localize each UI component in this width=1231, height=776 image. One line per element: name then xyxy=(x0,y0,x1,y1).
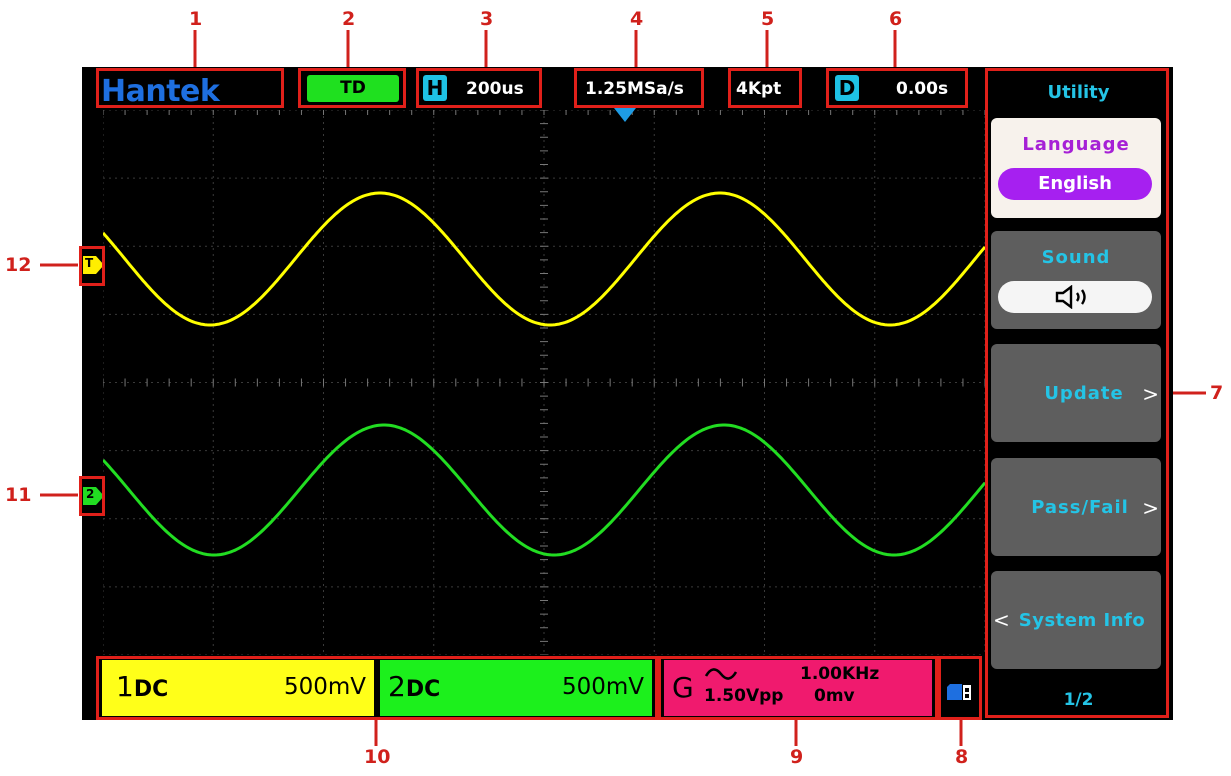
sound-label: Sound xyxy=(1041,247,1111,268)
passfail-button[interactable]: Pass/Fail > xyxy=(991,458,1161,556)
callout-1: 1 xyxy=(189,8,203,30)
timebase-h-icon: H xyxy=(423,75,447,101)
highlight-trigger xyxy=(298,68,406,108)
generator-offset: 0mv xyxy=(814,686,855,706)
generator-info[interactable]: G 1.00KHz 1.50Vpp 0mv xyxy=(664,660,932,716)
sine-wave-icon xyxy=(704,668,738,680)
callout-2: 2 xyxy=(342,8,356,30)
sound-button[interactable]: Sound xyxy=(991,231,1161,329)
ch1-info[interactable]: 1DC 500mV xyxy=(102,660,374,716)
highlight-trigger-level xyxy=(79,246,105,286)
menu-page-indicator[interactable]: 1/2 xyxy=(1063,690,1094,710)
ch1-trace xyxy=(103,191,985,327)
callout-6: 6 xyxy=(889,8,903,30)
generator-frequency: 1.00KHz xyxy=(800,664,880,684)
passfail-label: Pass/Fail xyxy=(1031,497,1129,518)
highlight-timebase xyxy=(416,68,542,108)
language-value: English xyxy=(998,168,1152,200)
generator-letter: G xyxy=(672,671,694,704)
system-info-label: System Info xyxy=(1018,610,1146,631)
callout-4: 4 xyxy=(630,8,644,30)
ch2-trace xyxy=(103,423,985,557)
grid-lines xyxy=(103,110,985,655)
ch2-level-label: 2 xyxy=(86,487,95,501)
usb-storage-icon[interactable] xyxy=(946,680,972,702)
callout-12: 12 xyxy=(5,254,32,276)
update-label: Update xyxy=(1044,383,1124,404)
callout-7: 7 xyxy=(1210,382,1224,404)
language-button[interactable]: Language English xyxy=(991,118,1161,218)
ch1-scale: 500mV xyxy=(283,674,366,700)
trigger-level-marker[interactable]: T xyxy=(83,255,105,275)
highlight-memdepth xyxy=(728,68,802,108)
update-button[interactable]: Update > xyxy=(991,344,1161,442)
highlight-delay xyxy=(826,68,968,108)
ch2-scale: 500mV xyxy=(561,674,644,700)
grid-ticks xyxy=(103,110,985,655)
highlight-storage xyxy=(938,656,982,720)
sample-rate: 1.25MSa/s xyxy=(585,79,684,99)
highlight-sidebar xyxy=(985,68,1169,718)
highlight-samplerate xyxy=(574,68,704,108)
generator-amplitude: 1.50Vpp xyxy=(704,686,784,706)
callout-3: 3 xyxy=(480,8,494,30)
ch2-info[interactable]: 2DC 500mV xyxy=(380,660,652,716)
ch2-level-marker[interactable]: 2 xyxy=(83,486,105,506)
callout-8: 8 xyxy=(955,746,969,768)
highlight-generator xyxy=(658,656,938,720)
timebase-value: 200us xyxy=(466,79,524,99)
highlight-ch2-level xyxy=(79,476,105,516)
system-info-arrow-icon: < xyxy=(993,608,1010,632)
highlight-channels xyxy=(96,656,658,720)
trigger-level-label: T xyxy=(85,256,94,270)
waveform-grid xyxy=(103,110,985,655)
delay-d-icon: D xyxy=(835,75,859,101)
trigger-position-marker[interactable] xyxy=(614,108,636,124)
sound-toggle xyxy=(998,281,1152,313)
menu-title: Utility xyxy=(1047,82,1110,103)
language-label: Language xyxy=(1022,134,1130,155)
passfail-arrow-icon: > xyxy=(1142,496,1159,520)
ch2-label: 2DC xyxy=(388,670,441,703)
hantek-logo: Hantek xyxy=(101,74,220,109)
speaker-icon xyxy=(1055,284,1086,310)
callout-9: 9 xyxy=(790,746,804,768)
memory-depth: 4Kpt xyxy=(736,79,782,99)
callout-11: 11 xyxy=(5,484,32,506)
system-info-button[interactable]: < System Info xyxy=(991,571,1161,669)
ch1-label: 1DC xyxy=(116,670,169,703)
delay-value: 0.00s xyxy=(896,79,949,99)
callout-5: 5 xyxy=(761,8,775,30)
callout-10: 10 xyxy=(364,746,391,768)
highlight-logo xyxy=(96,68,284,108)
update-arrow-icon: > xyxy=(1142,382,1159,406)
trigger-mode-badge: TD xyxy=(307,75,399,102)
